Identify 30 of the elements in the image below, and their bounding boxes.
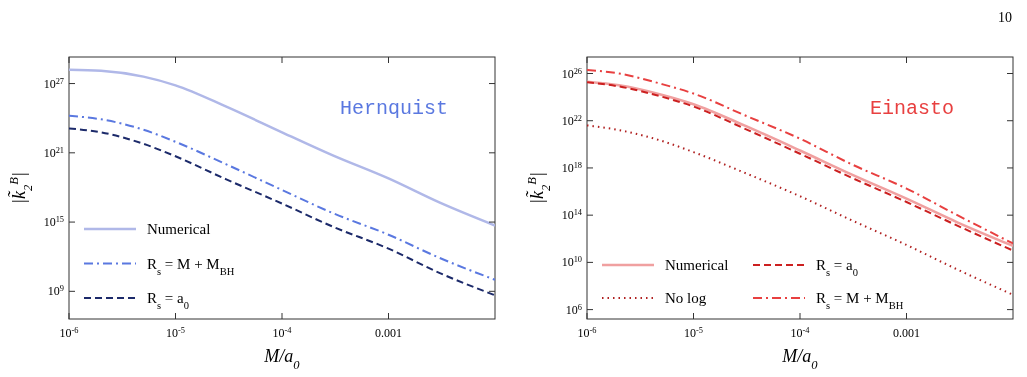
y-tick-label: 10$^{21}$ — [43, 145, 64, 160]
x-tick-label: 10$^{-5}$ — [684, 325, 703, 340]
annotation: Einasto — [869, 97, 955, 120]
x-tick-label: 0.001 — [375, 326, 402, 340]
x-tick-label: 10$^{-6}$ — [59, 325, 79, 340]
legend-label: R$_{s}$ = a$_{0}$ — [816, 257, 858, 278]
y-tick-label: 10$^{10}$ — [561, 254, 582, 270]
legend-label: No log — [665, 290, 707, 306]
x-tick-label: 10$^{-4}$ — [272, 325, 293, 340]
legend-label: Numerical — [147, 221, 211, 237]
y-tick-label: 10$^{22}$ — [561, 113, 582, 128]
x-axis-title: M/a$_{0}$ — [263, 346, 301, 372]
y-tick-label: 10$^{18}$ — [561, 160, 582, 175]
y-tick-label: 10$^{9}$ — [47, 283, 64, 299]
y-tick-label: 10$^{14}$ — [561, 207, 583, 223]
x-tick-label: 10$^{-5}$ — [166, 325, 185, 340]
y-tick-label: 10$^{26}$ — [561, 66, 582, 81]
legend-label: Numerical — [665, 257, 729, 273]
x-tick-label: 0.001 — [893, 326, 920, 340]
x-axis-title: M/a$_{0}$ — [781, 346, 819, 372]
y-tick-label: 10$^{6}$ — [565, 302, 582, 317]
text: 10 — [998, 10, 1012, 25]
y-tick-label: 10$^{27}$ — [43, 76, 64, 91]
legend-label: R$_{s}$ = a$_{0}$ — [147, 290, 189, 311]
y-tick-label: 10$^{15}$ — [43, 214, 64, 230]
legend-label: R$_{s}$ = M + M$_{BH}$ — [147, 255, 235, 276]
x-tick-label: 10$^{-6}$ — [577, 325, 597, 340]
x-tick-label: 10$^{-4}$ — [790, 325, 811, 340]
annotation: Hernquist — [339, 97, 449, 120]
legend-label: R$_{s}$ = M + M$_{BH}$ — [816, 290, 904, 311]
